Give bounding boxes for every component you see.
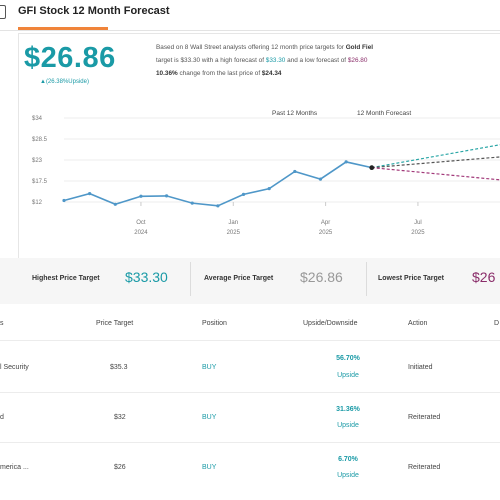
desc-high: $33.30 — [265, 57, 286, 64]
past-price-point — [88, 192, 92, 196]
row-pct: 6.70% — [338, 456, 358, 463]
upside-indicator: ▲(26.38%Upside) — [40, 79, 89, 85]
col-upside-downside[interactable]: Upside/Downside — [303, 320, 358, 327]
forecast-chart: $34 $28.5 $23 $17.5 $12 Oct 2024 Jan 2025 Apr 202… — [32, 116, 500, 236]
forecast-description: Based on 8 Wall Street analysts offering… — [156, 41, 500, 80]
analyst-firm[interactable]: d — [0, 414, 4, 421]
forecast-line-low — [371, 167, 500, 181]
analyst-firm[interactable]: merica ... — [0, 464, 29, 471]
row-price-target: $35.3 — [110, 364, 128, 371]
chart-series — [62, 144, 500, 208]
row-price-target: $26 — [114, 464, 126, 471]
past-price-point — [190, 201, 194, 205]
row-direction: Upside — [337, 372, 359, 379]
past-price-point — [139, 194, 143, 198]
desc-last-price: $24.34 — [261, 70, 282, 77]
row-action: Reiterated — [408, 464, 441, 471]
col-date[interactable]: D — [494, 320, 500, 327]
row-direction: Upside — [337, 472, 359, 479]
x-axis-ticks: Oct 2024 Jan 2025 Apr 2025 Jul 2025 — [134, 220, 425, 236]
row-position: BUY — [202, 364, 217, 371]
lowest-target-value: $26 — [472, 269, 496, 285]
past-price-point — [318, 177, 323, 181]
col-analyst[interactable]: s — [0, 320, 4, 327]
row-action: Initiated — [408, 364, 433, 371]
divider — [366, 262, 367, 296]
desc-text-3: and a low forecast of — [285, 57, 348, 64]
desc-company: Gold Fiel — [345, 44, 374, 51]
highest-target-value: $33.30 — [125, 269, 168, 285]
past-price-point — [113, 202, 117, 206]
current-price-marker — [369, 165, 375, 171]
forecast-panel — [18, 33, 500, 259]
y-tick-label: $17.5 — [32, 179, 48, 185]
row-divider — [0, 442, 500, 443]
row-divider — [0, 392, 500, 393]
average-target-label: Average Price Target — [204, 275, 274, 282]
x-tick-year: 2024 — [134, 230, 148, 236]
forecast-header: GFI Stock 12 Month Forecast — [0, 0, 500, 31]
past-price-point — [293, 169, 297, 174]
x-tick-month: Jan — [228, 220, 238, 226]
desc-text-4: change from the last price of — [177, 70, 262, 77]
x-tick-month: Jul — [414, 220, 422, 226]
past-price-point — [164, 194, 169, 198]
row-pct: 31.36% — [336, 406, 360, 413]
past-price-point — [241, 192, 246, 196]
y-tick-label: $34 — [32, 116, 43, 122]
document-icon — [0, 5, 6, 19]
legend-past[interactable]: Past 12 Months — [272, 110, 318, 117]
average-target-value: $26.86 — [300, 269, 343, 285]
forecast-line-high — [371, 144, 500, 169]
forecast-line-average — [371, 156, 500, 169]
col-price-target[interactable]: Price Target — [96, 320, 134, 327]
past-price-line — [63, 161, 372, 207]
lowest-target-label: Lowest Price Target — [378, 275, 445, 282]
divider — [190, 262, 191, 296]
row-position: BUY — [202, 414, 217, 421]
x-tick-year: 2025 — [319, 230, 333, 236]
chart-grid — [64, 117, 500, 206]
past-price-point — [267, 187, 271, 191]
desc-text-2: target is $33.30 with a high forecast of — [156, 57, 266, 64]
x-tick-year: 2025 — [227, 230, 241, 236]
past-price-point — [62, 198, 66, 203]
active-tab-underline — [18, 27, 108, 30]
desc-low: $26.80 — [347, 57, 368, 64]
y-tick-label: $28.5 — [32, 137, 48, 143]
y-tick-label: $12 — [32, 200, 43, 206]
analyst-firm[interactable]: l Security — [0, 364, 29, 371]
y-tick-label: $23 — [32, 158, 43, 164]
desc-text-1: Based on 8 Wall Street analysts offering… — [156, 44, 346, 51]
col-action[interactable]: Action — [408, 320, 428, 327]
past-price-point — [344, 160, 348, 164]
highest-target-label: Highest Price Target — [32, 275, 100, 282]
past-price-point — [216, 204, 220, 208]
x-tick-year: 2025 — [411, 230, 425, 236]
row-pct: 56.70% — [336, 355, 360, 362]
row-price-target: $32 — [114, 414, 126, 421]
legend-forecast[interactable]: 12 Month Forecast — [357, 110, 412, 117]
average-price-target: $26.86 — [24, 42, 116, 74]
desc-change: 10.36% — [156, 70, 178, 77]
row-position: BUY — [202, 464, 217, 471]
row-divider — [0, 340, 500, 341]
row-direction: Upside — [337, 422, 359, 429]
y-axis-ticks: $34 $28.5 $23 $17.5 $12 — [32, 116, 48, 206]
price-target-row — [0, 258, 500, 304]
page-title: GFI Stock 12 Month Forecast — [18, 5, 170, 17]
x-tick-month: Oct — [136, 220, 146, 226]
row-action: Reiterated — [408, 414, 441, 421]
col-position[interactable]: Position — [202, 320, 227, 327]
x-tick-month: Apr — [321, 220, 330, 226]
